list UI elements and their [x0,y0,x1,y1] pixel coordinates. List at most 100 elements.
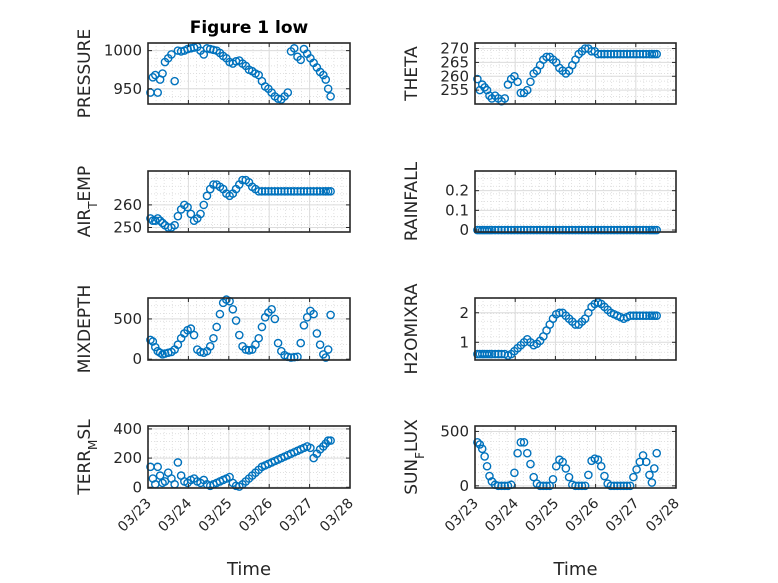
data-point [535,481,545,491]
data-point [603,225,612,235]
data-point [326,187,335,196]
data-point [641,225,651,235]
data-point [494,225,503,235]
data-point [283,187,293,196]
data-point [600,49,609,59]
data-series [146,436,335,491]
x-tick-label: 03/23 [115,496,155,536]
y-tick-label: 0 [132,350,142,368]
data-point [170,220,179,230]
data-point [319,70,328,80]
y-tick-label: 1 [459,333,469,351]
x-tick-label: 03/27 [603,496,643,536]
data-point [513,225,522,235]
data-series [146,175,335,232]
data-point [326,92,335,101]
data-point [487,225,497,235]
y-axis-label: TERRMSL [75,419,100,496]
subplot-mixdepth: 0 500 MIXDEPTH [75,285,351,373]
x-tick-label: 03/26 [236,495,276,535]
data-point [619,49,629,59]
data-point [606,49,616,59]
y-tick-label: 1000 [104,42,142,60]
data-point [529,472,538,482]
data-point [635,311,645,321]
data-point [652,225,662,235]
data-point [603,49,612,59]
data-point [571,481,580,491]
data-series [473,225,662,235]
data-point [635,49,645,59]
data-point [309,187,318,196]
data-point [609,481,619,491]
subplot-sun-flux: 0 500 SUNFLUX 03/23 03/24 03/25 03/26 03/27 03/2… [402,419,683,580]
data-point [323,84,333,94]
data-point [584,470,593,480]
data-point [571,225,580,235]
data-point [302,313,312,322]
data-point [289,187,299,196]
data-point [315,187,325,196]
data-point [289,44,299,53]
data-point [494,481,503,491]
x-tick-label: 03/24 [482,495,522,535]
data-point [593,49,603,59]
data-point [231,316,241,325]
data-point [186,324,196,333]
data-point [270,187,280,196]
y-tick-label: 950 [113,80,142,98]
data-point [600,225,609,235]
data-point [625,225,635,235]
data-point [286,187,296,196]
data-point [516,438,526,447]
data-point [647,225,657,235]
data-point [148,73,158,82]
y-tick-label: 265 [440,53,469,71]
data-point [312,187,322,196]
data-point [215,309,225,319]
data-point [609,225,619,235]
data-series [473,44,662,106]
data-point [616,49,625,59]
data-point [500,225,510,235]
data-point [315,340,325,350]
y-tick-label: 255 [440,81,469,99]
data-point [254,333,263,343]
data-point [173,340,183,350]
data-point [526,459,535,469]
subplot-air-temp: 250 260 AIRTEMP [75,166,351,237]
x-axis-label: Time [552,559,597,580]
x-tick-label: 03/23 [442,496,482,536]
y-axis-label: AIRTEMP [75,166,100,237]
axes-box [147,170,351,233]
data-point [503,225,513,235]
data-point [645,470,654,480]
data-point [590,225,600,235]
data-point [551,225,561,235]
data-point [558,457,567,467]
data-point [212,322,221,332]
data-point [235,330,244,340]
y-axis-label: H2OMIXRA [402,283,422,374]
data-point [629,311,638,321]
data-point [267,187,276,196]
data-point [321,187,331,196]
data-point [302,187,312,196]
data-point [649,464,659,473]
axes-box [474,170,677,233]
data-point [593,455,603,465]
data-point [609,49,619,59]
data-point [326,310,335,320]
data-point [299,321,309,330]
data-point [596,49,606,59]
data-point [548,474,558,484]
data-point [228,304,238,314]
data-point [257,187,267,196]
data-point [299,187,309,196]
data-series [473,298,662,360]
subplot-pressure: 950 1000 PRESSURE Figure 1 low [75,18,351,118]
data-point [199,200,209,210]
data-point [280,187,289,196]
data-point [622,225,632,235]
data-point [574,225,584,235]
